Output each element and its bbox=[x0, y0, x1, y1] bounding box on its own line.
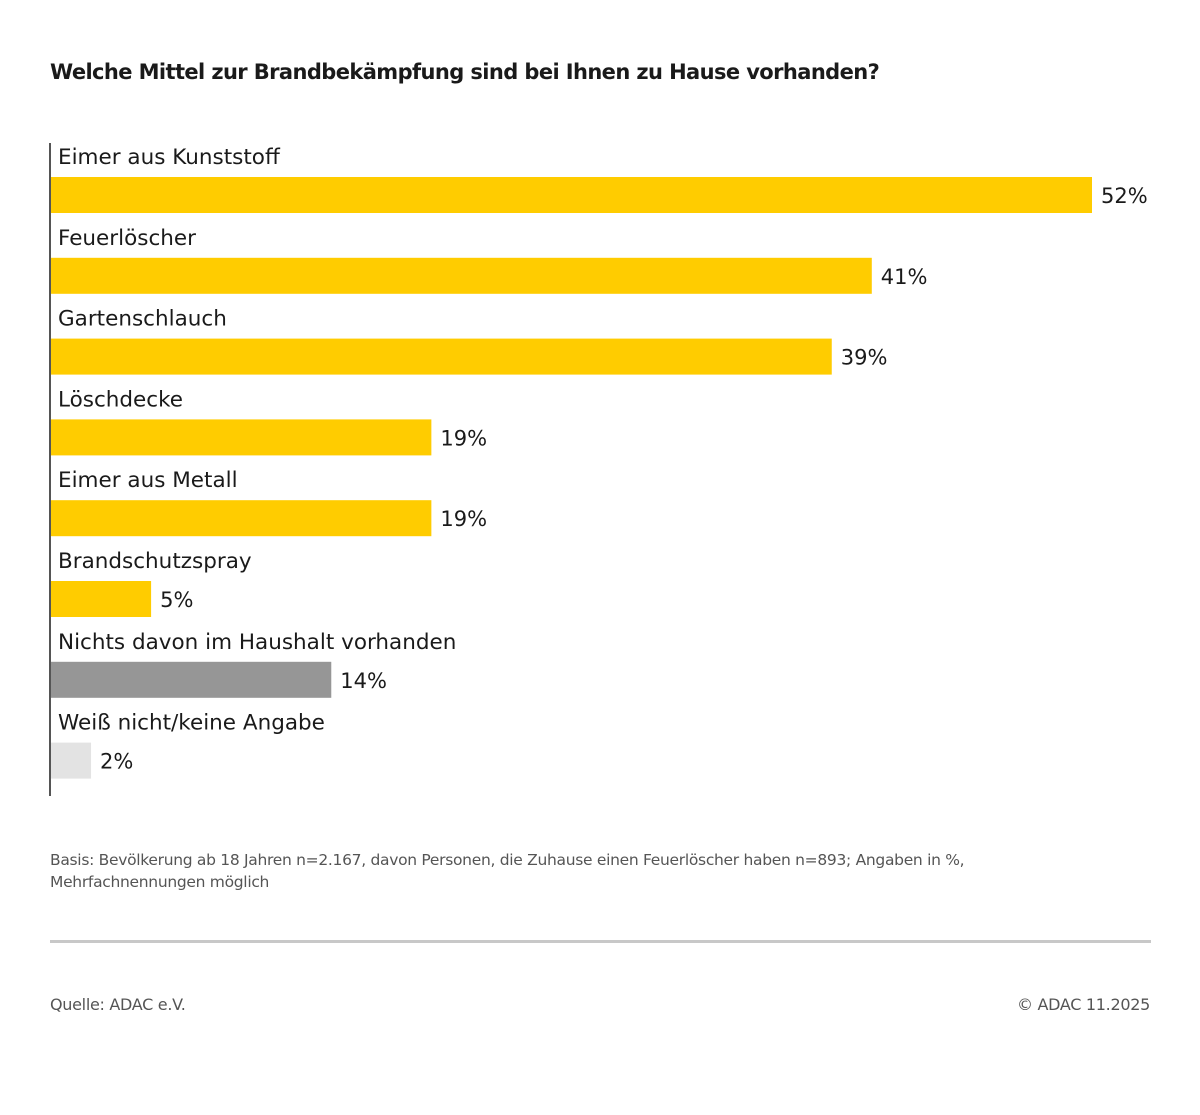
divider bbox=[50, 940, 1151, 943]
value-label: 5% bbox=[160, 588, 193, 612]
bar-chart: Eimer aus Kunststoff 52% Feuerlöscher 41% Ga… bbox=[51, 145, 1148, 779]
category-label: Löschdecke bbox=[58, 387, 183, 412]
value-label: 52% bbox=[1101, 184, 1148, 208]
bar bbox=[51, 257, 872, 294]
value-label: 14% bbox=[340, 669, 387, 693]
category-label: Eimer aus Metall bbox=[58, 468, 238, 493]
category-label: Gartenschlauch bbox=[58, 307, 227, 332]
value-label: 19% bbox=[440, 507, 487, 531]
value-label: 41% bbox=[881, 265, 928, 289]
category-label: Weiß nicht/keine Angabe bbox=[58, 711, 325, 736]
copyright-text: © ADAC 11.2025 bbox=[1017, 995, 1150, 1014]
value-label: 19% bbox=[440, 426, 487, 450]
category-label: Brandschutzspray bbox=[58, 549, 252, 574]
chart-title: Welche Mittel zur Brandbekämpfung sind b… bbox=[50, 60, 880, 84]
source-text: Quelle: ADAC e.V. bbox=[50, 995, 186, 1014]
bar bbox=[51, 338, 832, 375]
bar bbox=[51, 742, 92, 779]
category-label: Feuerlöscher bbox=[58, 226, 196, 251]
value-label: 39% bbox=[841, 346, 888, 370]
bar bbox=[51, 177, 1092, 213]
footnote: Basis: Bevölkerung ab 18 Jahren n=2.167,… bbox=[50, 851, 965, 891]
bar bbox=[51, 581, 152, 617]
value-label: 2% bbox=[100, 750, 133, 774]
y-axis-line bbox=[49, 143, 51, 796]
category-label: Nichts davon im Haushalt vorhanden bbox=[58, 630, 456, 655]
bar bbox=[51, 500, 432, 537]
bar bbox=[51, 419, 432, 456]
category-label: Eimer aus Kunststoff bbox=[58, 145, 281, 170]
bar bbox=[51, 661, 332, 698]
